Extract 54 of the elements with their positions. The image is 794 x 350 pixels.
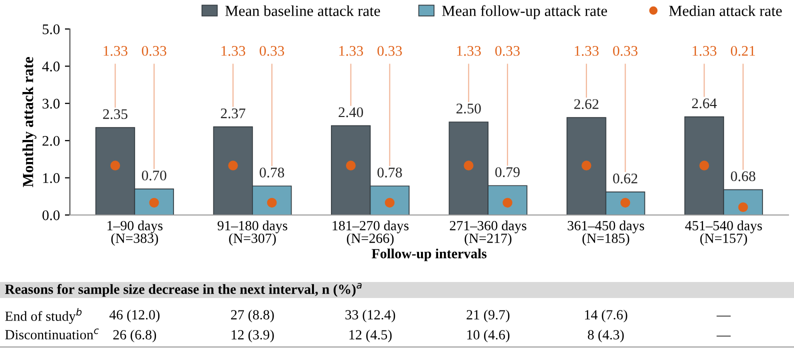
legend-label: Mean follow-up attack rate <box>442 5 608 20</box>
text: 26 (6.8) <box>113 330 156 342</box>
data-label: 2.40 <box>338 107 364 118</box>
annotation: 1.33 <box>222 46 246 56</box>
y-axis-title: Monthly attack rate <box>22 57 36 188</box>
data-label: 0.78 <box>260 168 284 178</box>
text: 33 (12.4) <box>345 310 396 322</box>
text: Discontinuation$^{c}$ <box>5 328 99 340</box>
legend-label: Mean baseline attack rate <box>225 5 380 16</box>
data-label: 2.50 <box>456 104 481 114</box>
y-tick-label: 1.0 <box>43 173 60 184</box>
data-label: 2.37 <box>220 108 246 118</box>
annotation: 0.33 <box>377 46 402 56</box>
x-tick-label: 271–360 days (N=217) <box>450 220 526 246</box>
text: 14 (7.6) <box>585 310 628 322</box>
x-tick-label: 451–540 days (N=157) <box>685 220 762 246</box>
annotation: 1.33 <box>692 46 716 56</box>
data-label: 2.35 <box>103 109 128 120</box>
annotation: 0.33 <box>260 46 284 56</box>
annotation: 1.33 <box>574 46 599 56</box>
text: 46 (12.0) <box>109 310 160 322</box>
x-tick-label: 361–450 days (N=185) <box>568 220 644 246</box>
text: 21 (9.7) <box>466 310 510 322</box>
data-label: 0.70 <box>142 170 166 180</box>
text: Reasons for sample size decrease in the next interval, n (%)$^{a}$ <box>5 283 362 297</box>
y-tick-label: 2.0 <box>42 136 60 146</box>
x-tick-label: 181–270 days (N=266) <box>332 220 409 246</box>
legend-label: Median attack rate <box>669 5 782 16</box>
annotation: 1.33 <box>104 46 128 56</box>
text: 10 (4.6) <box>467 330 510 342</box>
text: 12 (3.9) <box>232 330 274 342</box>
text: 12 (4.5) <box>349 330 392 342</box>
y-tick-label: 4.0 <box>42 62 60 72</box>
data-label: 2.62 <box>574 99 598 110</box>
y-tick-label: 5.0 <box>42 24 60 34</box>
data-label: 0.78 <box>377 168 402 178</box>
text: 8 (4.3) <box>588 330 624 342</box>
text: 27 (8.8) <box>231 310 274 322</box>
y-tick-label: 3.0 <box>42 98 60 109</box>
annotation: 0.21 <box>730 46 755 56</box>
y-tick-label: 0.0 <box>42 210 60 220</box>
data-label: 0.79 <box>495 167 520 178</box>
data-label: 2.64 <box>692 98 717 108</box>
x-axis-title: Follow-up intervals <box>372 248 486 262</box>
annotation: 0.33 <box>495 46 520 56</box>
annotation: 0.33 <box>613 46 638 56</box>
data-label: 0.62 <box>613 174 638 184</box>
annotation: 1.33 <box>457 46 481 56</box>
x-tick-label: 91–180 days (N=307) <box>218 220 288 246</box>
text: End of study$^{b}$ <box>5 308 82 324</box>
data-label: 0.68 <box>730 171 756 182</box>
x-tick-label: 1–90 days (N=383) <box>108 220 163 246</box>
annotation: 1.33 <box>339 46 364 56</box>
annotation: 0.33 <box>142 46 166 56</box>
